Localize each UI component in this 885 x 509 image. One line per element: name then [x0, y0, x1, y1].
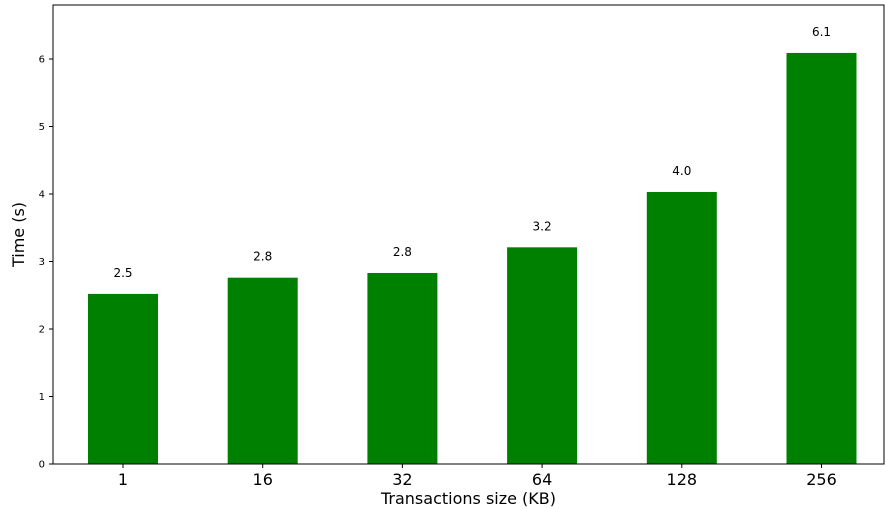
x-tick-label: 1 — [118, 470, 128, 489]
x-tick-label: 64 — [532, 470, 552, 489]
y-tick-label: 4 — [39, 190, 45, 201]
bars-group — [88, 52, 857, 465]
bar-32 — [367, 272, 438, 464]
bar-labels-group: 2.5 2.8 2.8 3.2 4.0 6.1 — [113, 25, 831, 280]
bar-16 — [227, 277, 298, 464]
y-tick-label: 6 — [39, 55, 45, 66]
bar-value-label: 2.8 — [393, 245, 412, 259]
bar-value-label: 4.0 — [672, 164, 691, 178]
plot-frame — [52, 4, 885, 465]
bar-value-label: 2.5 — [113, 266, 132, 280]
x-tick-label: 128 — [667, 470, 698, 489]
y-tick-label: 5 — [39, 122, 45, 133]
x-axis-title: Transactions size (KB) — [380, 489, 556, 508]
y-tick-label: 3 — [39, 257, 45, 268]
y-tick-label: 1 — [39, 392, 45, 403]
bar-value-label: 6.1 — [812, 25, 831, 39]
x-tick-label: 256 — [806, 470, 837, 489]
bar-value-label: 2.8 — [253, 250, 272, 264]
y-axis: 0 1 2 3 4 5 6 — [39, 55, 53, 471]
bar-256 — [786, 52, 857, 465]
y-tick-label: 0 — [39, 460, 45, 471]
x-tick-label: 16 — [253, 470, 273, 489]
y-tick-label: 2 — [39, 325, 45, 336]
bar-value-label: 3.2 — [533, 219, 552, 233]
x-tick-label: 32 — [392, 470, 412, 489]
bar-64 — [507, 247, 578, 464]
bar-1 — [88, 293, 158, 464]
bar-128 — [646, 191, 717, 464]
x-axis: 1 16 32 64 128 256 — [118, 464, 837, 489]
y-axis-title: Time (s) — [9, 202, 28, 268]
